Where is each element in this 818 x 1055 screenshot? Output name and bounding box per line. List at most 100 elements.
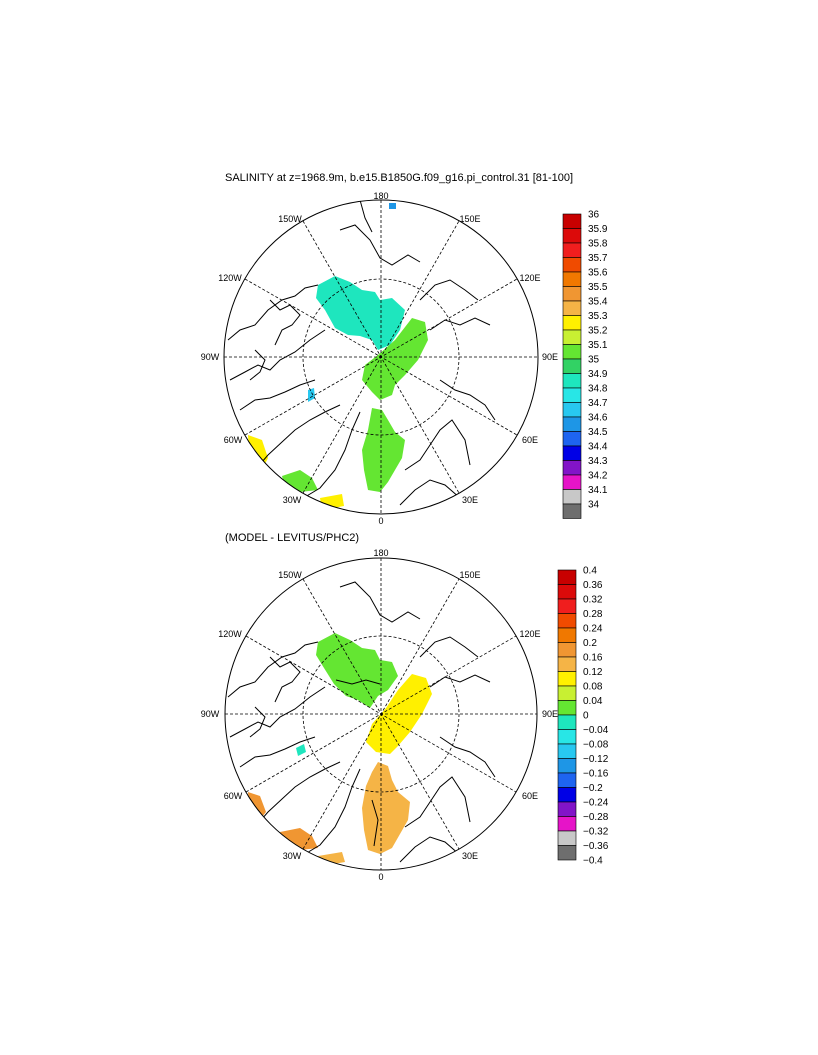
diff-lon-label-150e: 150E (459, 570, 480, 580)
salinity-colorbar-tick-label: 34.6 (588, 413, 608, 424)
lon-label-60e: 60E (522, 435, 538, 445)
diff-graticule (225, 558, 537, 870)
difference-colorbar-tick-label: 0.16 (583, 653, 603, 664)
salinity-colorbar-tick-label: 36 (588, 210, 600, 221)
lon-label-30e: 30E (462, 495, 478, 505)
map-boundary (223, 199, 539, 515)
difference-colorbar-tick-label: 0.04 (583, 696, 603, 707)
field-yellow-2 (320, 494, 344, 510)
diff-coastlines (227, 581, 496, 863)
difference-colorbar-tick-label: −0.32 (583, 827, 609, 838)
coastlines (227, 200, 496, 506)
salinity-colorbar-swatch (562, 460, 582, 476)
field-cyan (316, 276, 405, 350)
difference-colorbar-swatch (557, 627, 577, 643)
salinity-colorbar-tick-label: 35.2 (588, 326, 608, 337)
difference-colorbar-tick-label: 0.4 (583, 566, 597, 577)
difference-colorbar-tick-label: 0.24 (583, 624, 603, 635)
diff-lon-label-60w: 60W (224, 791, 243, 801)
salinity-colorbar-swatch (562, 228, 582, 244)
difference-colorbar-swatch (557, 743, 577, 759)
lon-label-120w: 120W (218, 273, 242, 283)
diff-field-orange-2 (318, 852, 345, 866)
diff-lon-label-150w: 150W (278, 570, 302, 580)
difference-colorbar-tick-label: 0.32 (583, 595, 603, 606)
difference-colorbar-tick-label: −0.12 (583, 754, 609, 765)
field-lightblue (308, 388, 315, 402)
salinity-colorbar-tick-label: 35.9 (588, 224, 608, 235)
salinity-colorbar-swatch (562, 242, 582, 258)
salinity-colorbar-swatch (562, 315, 582, 331)
salinity-colorbar-tick-label: 35.1 (588, 340, 608, 351)
difference-colorbar-tick-label: −0.24 (583, 798, 609, 809)
salinity-colorbar-swatch (562, 489, 582, 505)
diff-lon-label-60e: 60E (522, 791, 538, 801)
salinity-colorbar-swatch (562, 431, 582, 447)
difference-colorbar-swatch (557, 598, 577, 614)
diff-lon-label-90e: 90E (542, 709, 558, 719)
salinity-colorbar-swatch (562, 271, 582, 287)
polar-map-salinity: 180 150W 150E 120W 120E 90W 90E 60W 60E … (201, 191, 558, 526)
diff-lon-label-120w: 120W (218, 629, 242, 639)
difference-colorbar-tick-label: −0.28 (583, 812, 609, 823)
lon-label-30w: 30W (283, 495, 302, 505)
difference-colorbar-tick-label: −0.16 (583, 769, 609, 780)
salinity-colorbar-tick-label: 35.8 (588, 239, 608, 250)
salinity-colorbar-swatch (562, 445, 582, 461)
diff-lon-label-90w: 90W (201, 709, 220, 719)
lon-label-150w: 150W (278, 214, 302, 224)
difference-colorbar-swatch (557, 801, 577, 817)
salinity-colorbar-tick-label: 34.5 (588, 427, 608, 438)
lon-label-60w: 60W (224, 435, 243, 445)
field-green-1 (362, 318, 428, 400)
difference-colorbar-tick-label: 0.36 (583, 580, 603, 591)
panel1-title: SALINITY at z=1968.9m, b.e15.B1850G.f09_… (225, 172, 574, 184)
salinity-colorbar-tick-label: 34.1 (588, 485, 608, 496)
difference-colorbar-swatch (557, 642, 577, 658)
difference-colorbar-swatch (557, 758, 577, 774)
diff-field-cyan (296, 744, 306, 756)
salinity-colorbar-tick-label: 35.6 (588, 268, 608, 279)
difference-colorbar-tick-label: −0.4 (583, 856, 603, 867)
colorbar-salinity: 36 35.9 35.8 35.7 35.6 35.5 35.4 35.3 35.2 35.1 35… (562, 210, 608, 519)
salinity-colorbar-tick-label: 34 (588, 500, 600, 511)
colorbar-difference: 0.4 0.36 0.32 0.28 0.24 0.2 0.16 0.12 0.08 0.04 0 −… (557, 566, 609, 867)
lon-label-180: 180 (373, 191, 388, 201)
diff-map-boundary (224, 557, 538, 871)
field-green-3 (282, 470, 318, 492)
diff-lon-label-180: 180 (373, 548, 388, 558)
difference-colorbar-tick-label: −0.36 (583, 841, 609, 852)
salinity-colorbar-swatch (562, 286, 582, 302)
lon-label-90w: 90W (201, 352, 220, 362)
difference-colorbar-tick-label: −0.08 (583, 740, 609, 751)
difference-colorbar-swatch (557, 584, 577, 600)
diff-lon-label-0: 0 (378, 872, 383, 882)
difference-colorbar-tick-label: 0.08 (583, 682, 603, 693)
difference-colorbar-swatch (557, 613, 577, 629)
difference-colorbar-swatch (557, 816, 577, 832)
salinity-colorbar-tick-label: 35.4 (588, 297, 608, 308)
salinity-colorbar-swatch (562, 344, 582, 360)
difference-colorbar-tick-label: 0 (583, 711, 589, 722)
diff-field-orange-1 (362, 762, 410, 854)
graticule (224, 200, 538, 514)
lon-label-150e: 150E (459, 214, 480, 224)
polar-map-difference: 180 150W 150E 120W 120E 90W 90E 60W 60E … (201, 548, 558, 882)
difference-colorbar-swatch (557, 656, 577, 672)
salinity-colorbar-swatch (562, 358, 582, 374)
difference-colorbar-swatch (557, 772, 577, 788)
difference-colorbar-swatch (557, 729, 577, 745)
difference-colorbar-tick-label: 0.12 (583, 667, 603, 678)
difference-colorbar-swatch (557, 830, 577, 846)
salinity-colorbar-tick-label: 34.4 (588, 442, 608, 453)
diff-lon-label-120e: 120E (519, 629, 540, 639)
salinity-colorbar-swatch (562, 474, 582, 490)
salinity-colorbar-tick-label: 35.3 (588, 311, 608, 322)
difference-colorbar-tick-label: −0.2 (583, 783, 603, 794)
salinity-colorbar-swatch (562, 257, 582, 273)
salinity-colorbar-swatch (562, 503, 582, 519)
salinity-colorbar-swatch (562, 373, 582, 389)
diff-field-green (316, 633, 398, 708)
difference-colorbar-swatch (557, 714, 577, 730)
salinity-colorbar-tick-label: 34.7 (588, 398, 608, 409)
